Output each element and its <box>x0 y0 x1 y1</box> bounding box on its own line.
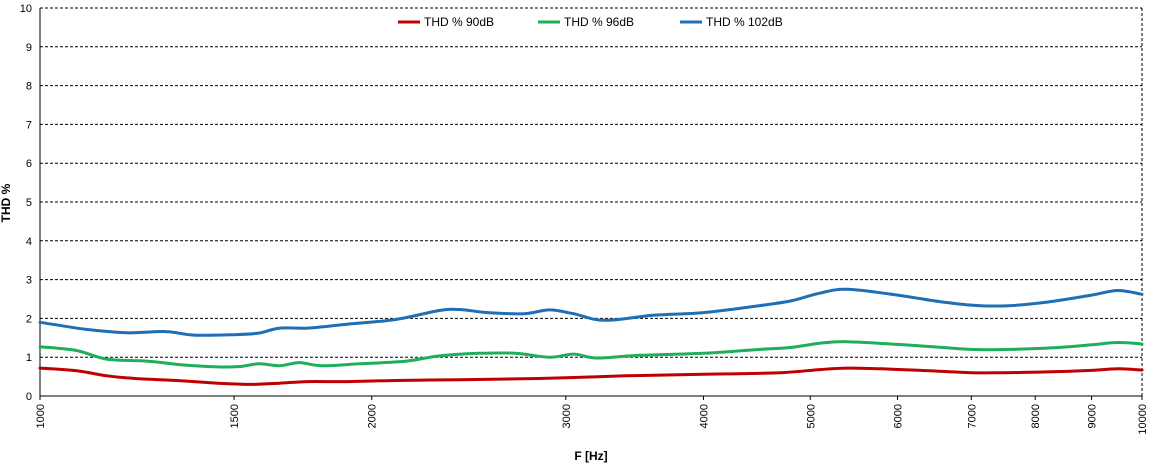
x-tick-labels: 1000 1500 2000 3000 4000 5000 6000 7000 8000 9000… <box>35 396 1149 435</box>
y-tick-labels: 0 1 2 3 4 5 6 7 8 9 10 <box>20 3 32 403</box>
legend-label: THD % 96dB <box>564 15 634 29</box>
y-axis-label: THD % <box>0 183 13 222</box>
y-tick-label: 6 <box>26 158 32 170</box>
x-tick-label: 3000 <box>561 404 573 428</box>
x-tick-label: 4000 <box>698 404 710 428</box>
x-axis-label: F [Hz] <box>574 449 607 463</box>
y-tick-label: 7 <box>26 119 32 131</box>
y-tick-label: 9 <box>26 42 32 54</box>
axes <box>39 8 1143 397</box>
x-tick-label: 6000 <box>893 404 905 428</box>
series-line-2 <box>38 340 1144 369</box>
x-tick-label: 1500 <box>229 404 241 428</box>
x-tick-label: 10000 <box>1137 404 1149 435</box>
x-tick-label: 2000 <box>367 404 379 428</box>
y-tick-label: 3 <box>26 275 32 287</box>
x-tick-label: 9000 <box>1087 404 1099 428</box>
series-line-3 <box>38 287 1144 337</box>
x-tick-label: 7000 <box>966 404 978 428</box>
series-line-1 <box>38 366 1144 386</box>
legend-label: THD % 102dB <box>706 15 783 29</box>
y-tick-label: 10 <box>20 3 32 15</box>
y-tick-label: 5 <box>26 197 32 209</box>
legend-label: THD % 90dB <box>424 15 494 29</box>
x-tick-label: 5000 <box>805 404 817 428</box>
series-lines <box>38 287 1144 386</box>
y-tick-label: 0 <box>26 391 32 403</box>
y-tick-label: 1 <box>26 352 32 364</box>
y-tick-label: 4 <box>26 236 32 248</box>
legend: THD % 90dB THD % 96dB THD % 102dB <box>398 15 783 29</box>
x-tick-label: 8000 <box>1030 404 1042 428</box>
x-tick-label: 1000 <box>35 404 47 428</box>
y-tick-label: 2 <box>26 313 32 325</box>
y-tick-label: 8 <box>26 81 32 93</box>
